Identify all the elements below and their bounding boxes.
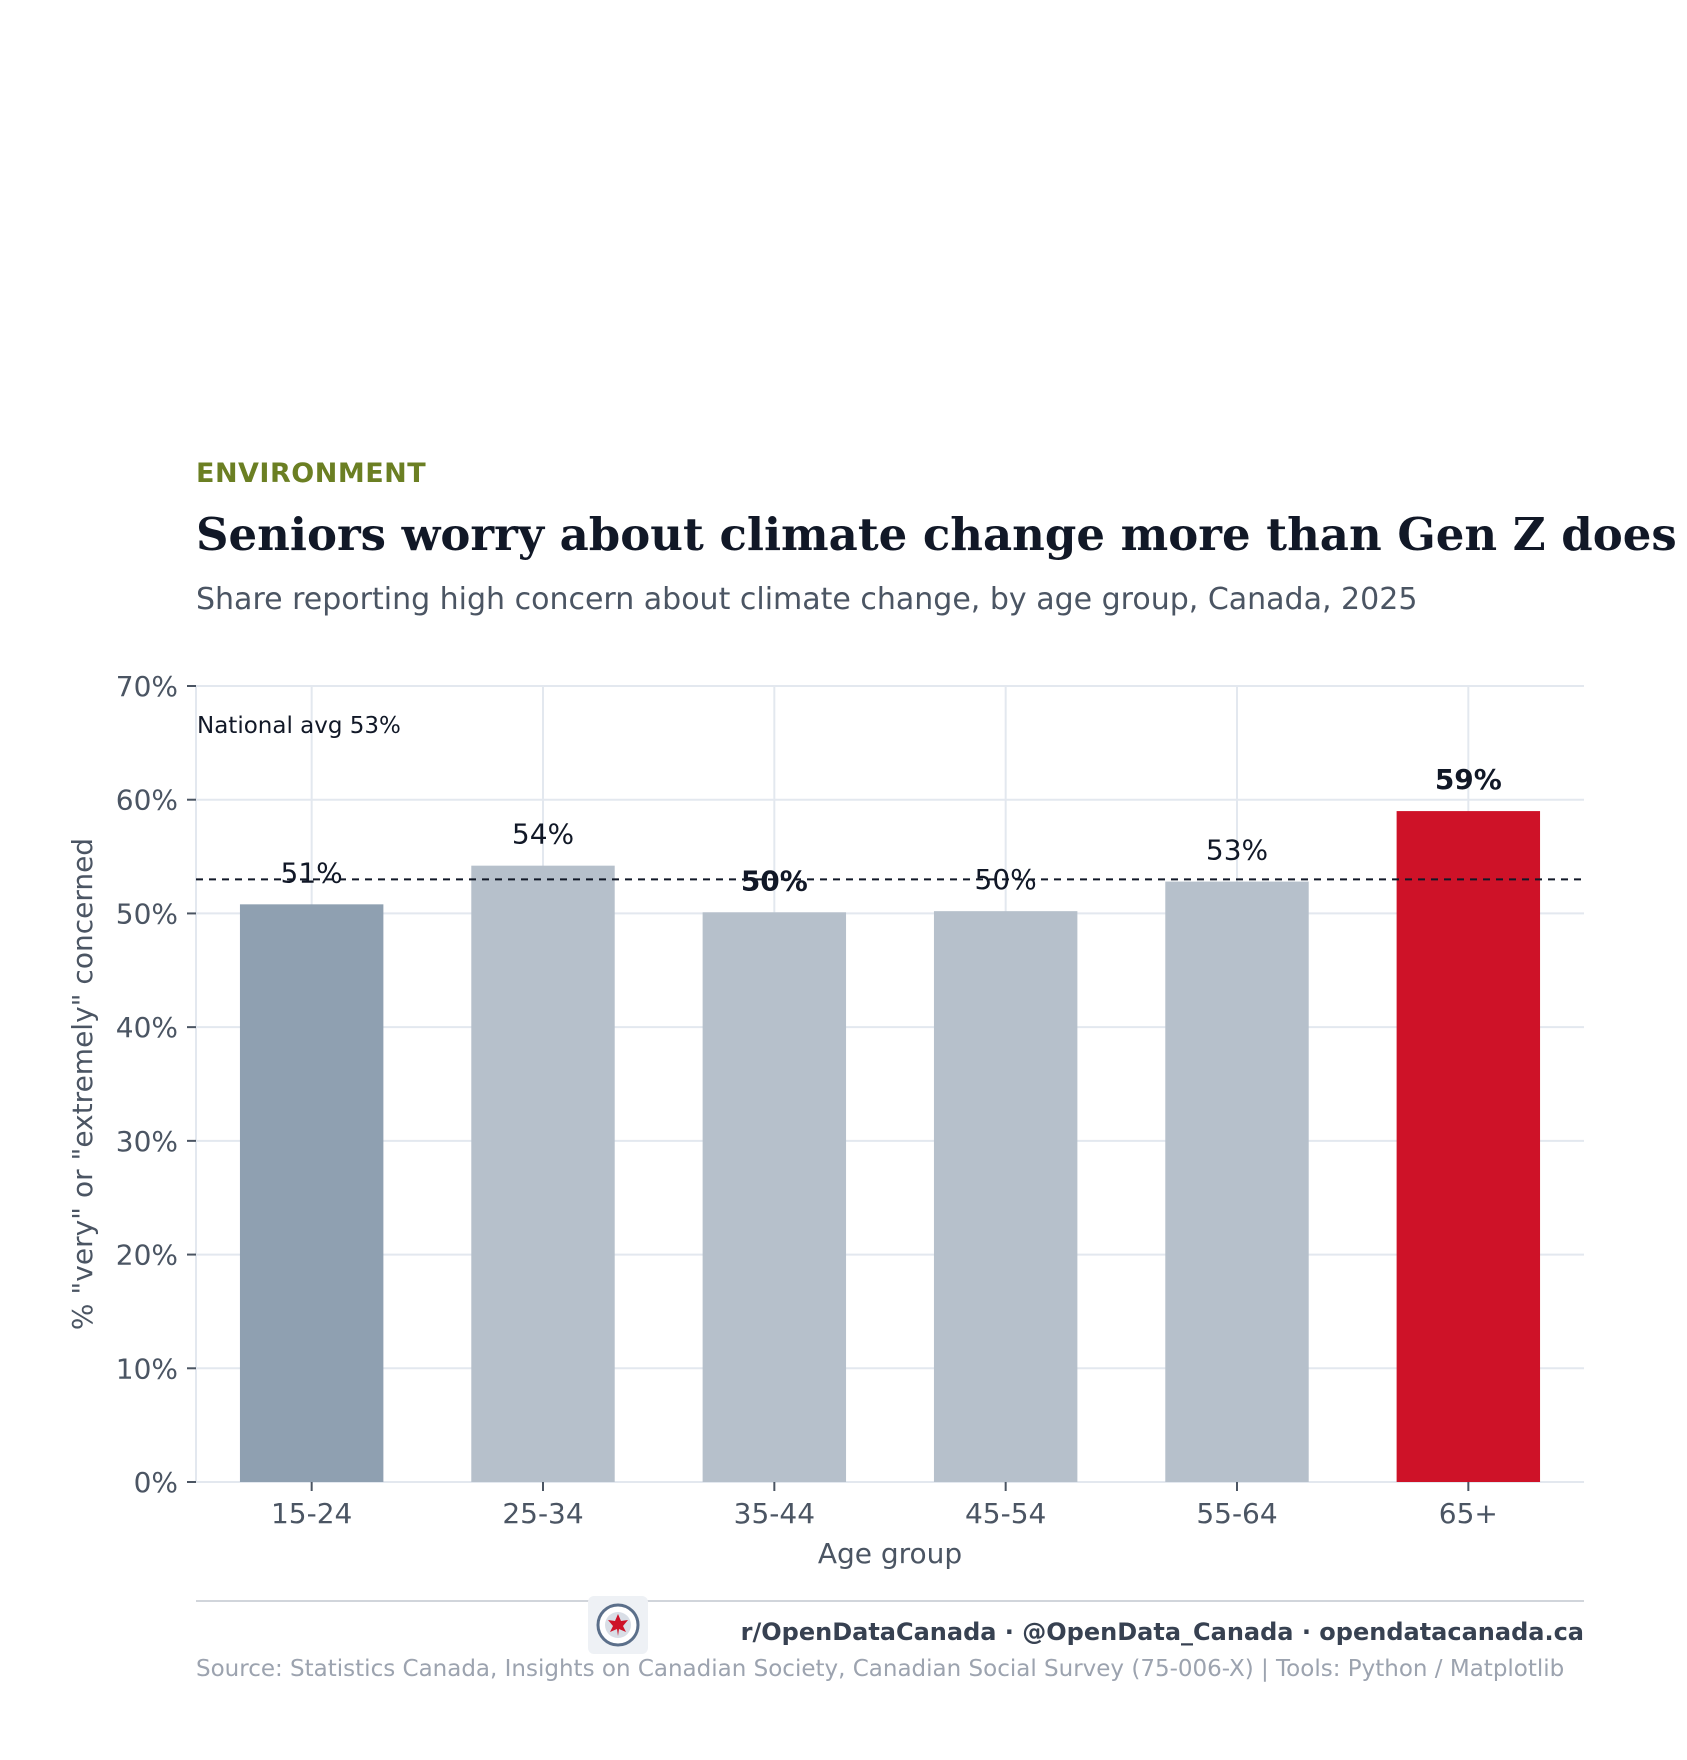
y-axis-title: % "very" or "extremely" concerned [66,838,99,1330]
y-tick-label: 70% [116,670,178,703]
bar [1396,811,1541,1482]
bar [1165,881,1309,1482]
y-tick-label: 30% [116,1125,178,1158]
social-handles: r/OpenDataCanada · @OpenData_Canada · op… [740,1618,1584,1646]
chart-subtitle: Share reporting high concern about clima… [196,582,1418,617]
x-tick-label: 55-64 [1196,1497,1277,1530]
opendata-canada-logo-icon [588,1596,648,1654]
chart-title: Seniors worry about climate change more … [196,508,1677,561]
bar [471,865,615,1482]
x-tick-label: 65+ [1439,1497,1498,1530]
data-label: 59% [1435,763,1502,796]
y-tick-label: 60% [116,784,178,817]
data-label: 51% [281,856,343,889]
x-tick-label: 35-44 [734,1497,815,1530]
bar [239,904,384,1482]
x-tick-label: 25-34 [502,1497,583,1530]
data-label: 50% [741,864,808,897]
y-tick-label: 10% [116,1352,178,1385]
x-tick-label: 15-24 [271,1497,352,1530]
data-label: 54% [512,818,574,851]
footer-divider [196,1600,1584,1602]
national-average-label: National avg 53% [197,713,401,739]
y-tick-label: 50% [116,897,178,930]
x-tick-label: 45-54 [965,1497,1046,1530]
data-label: 50% [975,863,1037,896]
data-label: 53% [1206,834,1268,867]
bar [702,912,847,1482]
source-note: Source: Statistics Canada, Insights on C… [196,1656,1565,1682]
y-tick-label: 40% [116,1011,178,1044]
bar [933,911,1078,1482]
y-tick-label: 0% [134,1466,178,1499]
y-tick-label: 20% [116,1239,178,1272]
section-kicker: ENVIRONMENT [196,458,427,489]
x-axis-title: Age group [818,1537,962,1570]
